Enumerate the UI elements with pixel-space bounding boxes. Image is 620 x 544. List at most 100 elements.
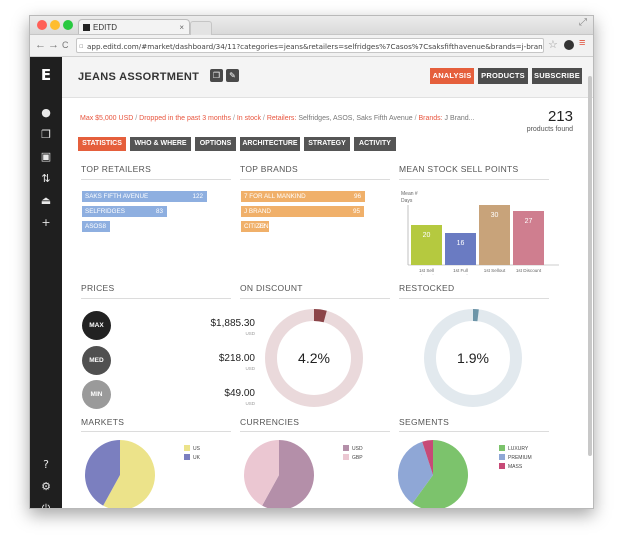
- stock-bar: [479, 205, 510, 265]
- help-icon[interactable]: ?: [43, 458, 49, 471]
- address-bar[interactable]: ▫ app.editd.com/#market/dashboard/34/11?…: [76, 38, 544, 53]
- plus-icon[interactable]: +: [41, 216, 51, 229]
- close-window-button[interactable]: [37, 20, 47, 30]
- bar-value: 96: [353, 193, 361, 200]
- products-button[interactable]: PRODUCTS: [478, 68, 528, 84]
- scrollbar-thumb[interactable]: [588, 76, 592, 456]
- bar-category-label: Restock: [452, 274, 469, 275]
- legend-swatch: [499, 454, 505, 460]
- filter-brands-label[interactable]: Brands:: [418, 115, 443, 122]
- minimize-window-button[interactable]: [50, 20, 60, 30]
- bar[interactable]: J BRAND 95: [241, 206, 364, 217]
- bar-label: SELFRIDGES: [85, 208, 125, 215]
- pie-slice: [85, 440, 120, 506]
- bar[interactable]: ASOS 8: [82, 221, 110, 232]
- section-title-prices: PRICES: [81, 283, 115, 293]
- y-axis-label: Days: [401, 198, 413, 204]
- divider: [81, 179, 231, 180]
- section-title-segments: SEGMENTS: [399, 417, 450, 427]
- legend-label: MASS: [508, 464, 523, 470]
- bar-label: J BRAND: [244, 208, 271, 215]
- legend-label: PREMIUM: [508, 455, 532, 461]
- copy-button[interactable]: ❐: [210, 69, 223, 82]
- home-icon[interactable]: ●: [41, 106, 51, 119]
- tab-architecture[interactable]: ARCHITECTURE: [240, 137, 300, 151]
- pie-slice: [412, 440, 468, 508]
- divider: [240, 179, 390, 180]
- filter-brands-value[interactable]: J Brand...: [444, 115, 475, 122]
- back-button[interactable]: ←: [35, 39, 46, 51]
- bar-label: SAKS FIFTH AVENUE: [85, 193, 149, 200]
- tab-strategy[interactable]: STRATEGY: [304, 137, 350, 151]
- bar-value-label: 16: [457, 240, 465, 247]
- settings-icon[interactable]: ⚙: [41, 480, 51, 493]
- on-discount-donut: 4.2%: [265, 309, 363, 407]
- section-title-top-brands: TOP BRANDS: [240, 164, 298, 174]
- bar[interactable]: SAKS FIFTH AVENUE 122: [82, 191, 207, 202]
- filter-retailers-label[interactable]: Retailers:: [266, 115, 297, 122]
- pie-slice: [422, 440, 433, 475]
- divider: [399, 179, 549, 180]
- edit-button[interactable]: ✎: [226, 69, 239, 82]
- legend-swatch: [343, 445, 349, 451]
- filter-stock[interactable]: In stock: [236, 115, 261, 122]
- legend-label: US: [193, 446, 201, 452]
- bar[interactable]: 7 FOR ALL MANKIND 96: [241, 191, 365, 202]
- section-title-mean-stock: MEAN STOCK SELL POINTS: [399, 164, 519, 174]
- on-discount-segment: [313, 309, 327, 323]
- legend-label: LUXURY: [508, 446, 529, 452]
- page-header: JEANS ASSORTMENT ❐ ✎ ANALYSIS PRODUCTS S…: [62, 57, 593, 98]
- price-min-badge: MIN: [82, 380, 111, 409]
- markets-pie-chart: US UK: [85, 440, 201, 508]
- tab-who-where[interactable]: WHO & WHERE: [130, 137, 191, 151]
- bar[interactable]: CITIZENS ... 22: [241, 221, 280, 232]
- reload-button[interactable]: C: [62, 40, 69, 50]
- copy-icon[interactable]: ❐: [41, 128, 51, 141]
- image-icon[interactable]: ▣: [40, 150, 52, 163]
- legend-label: GBP: [352, 455, 363, 461]
- tab-activity[interactable]: ACTIVITY: [354, 137, 396, 151]
- price-med-unit: USD: [245, 366, 255, 371]
- analysis-button[interactable]: ANALYSIS: [430, 68, 474, 84]
- sort-icon[interactable]: ⇅: [41, 172, 51, 185]
- bookmark-star-icon[interactable]: ☆: [548, 39, 558, 51]
- price-max-badge: MAX: [82, 311, 111, 340]
- browser-titlebar: EDITD × ⤢: [30, 16, 593, 35]
- divider: [399, 431, 549, 432]
- editd-logo[interactable]: E: [40, 66, 52, 84]
- bar-category-label: 1st Full: [453, 268, 468, 273]
- power-icon[interactable]: ⏻: [41, 502, 51, 509]
- hanger-icon[interactable]: ⏏: [40, 194, 52, 207]
- legend-swatch: [184, 445, 190, 451]
- bar-value: 22: [257, 223, 265, 230]
- page-info-icon[interactable]: ▫: [79, 42, 84, 50]
- filter-dropped[interactable]: Dropped in the past 3 months: [139, 115, 231, 122]
- mean-stock-chart: Mean #Days 20 1st SellThrough 16 1st FullRes…: [401, 191, 559, 275]
- section-title-on-discount: ON DISCOUNT: [240, 283, 303, 293]
- bar-value: 83: [155, 208, 163, 215]
- browser-tab[interactable]: EDITD ×: [78, 19, 190, 34]
- pie-slice: [103, 440, 155, 508]
- bar-value-label: 30: [491, 212, 499, 219]
- tab-statistics[interactable]: STATISTICS: [78, 137, 126, 151]
- browser-window: EDITD × ⤢ ← → C ▫ app.editd.com/#market/…: [29, 15, 594, 509]
- bar-value-label: 20: [423, 232, 431, 239]
- page-title: JEANS ASSORTMENT: [78, 71, 200, 83]
- new-tab-button[interactable]: [190, 21, 212, 35]
- maximize-window-button[interactable]: [63, 20, 73, 30]
- main-content: JEANS ASSORTMENT ❐ ✎ ANALYSIS PRODUCTS S…: [62, 57, 593, 508]
- tab-options[interactable]: OPTIONS: [195, 137, 236, 151]
- extension-icon[interactable]: [564, 40, 574, 50]
- divider: [81, 298, 231, 299]
- fullscreen-icon[interactable]: ⤢: [579, 17, 587, 28]
- forward-button[interactable]: →: [48, 39, 59, 51]
- bar[interactable]: SELFRIDGES 83: [82, 206, 167, 217]
- filter-price[interactable]: Max $5,000 USD: [80, 115, 134, 122]
- subscribe-button[interactable]: SUBSCRIBE: [532, 68, 582, 84]
- menu-icon[interactable]: ≡: [579, 37, 586, 49]
- currencies-pie-chart: USD GBP: [244, 440, 363, 508]
- filter-retailers-value[interactable]: Selfridges, ASOS, Saks Fifth Avenue: [298, 115, 413, 122]
- divider: [240, 298, 390, 299]
- close-tab-icon[interactable]: ×: [179, 23, 184, 32]
- bar-label: ASOS: [85, 223, 103, 230]
